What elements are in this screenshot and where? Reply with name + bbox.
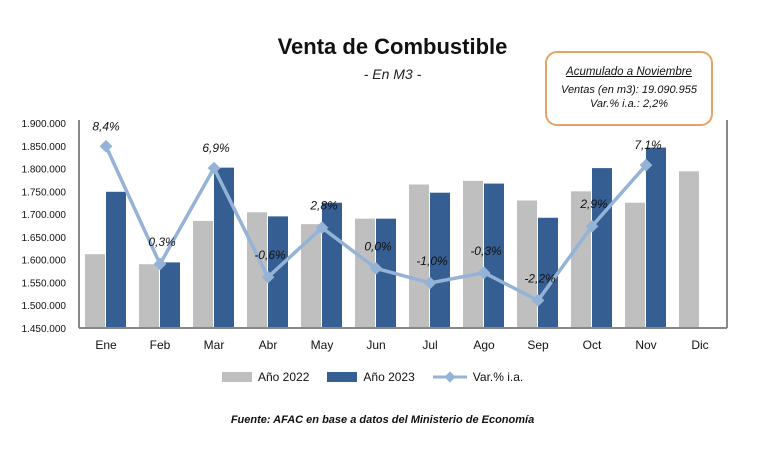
var-marker [315, 221, 329, 235]
y-tick-label: 1.850.000 [22, 142, 67, 153]
var-data-label: -0,3% [470, 244, 502, 258]
x-tick-label: Mar [204, 338, 225, 352]
var-data-label: 2,8% [309, 199, 338, 213]
bar-2022 [409, 184, 429, 328]
legend-swatch [222, 372, 252, 382]
bar-2023 [322, 202, 342, 328]
x-tick-label: Jul [422, 338, 437, 352]
bar-2022 [571, 191, 591, 328]
y-tick-label: 1.500.000 [22, 301, 67, 312]
bar-2023 [376, 218, 396, 328]
y-tick-label: 1.550.000 [22, 278, 67, 289]
summary-box: Acumulado a Noviembre Ventas (en m3): 19… [545, 51, 713, 126]
y-tick-label: 1.900.000 [22, 119, 67, 130]
var-data-label: 2,9% [579, 197, 608, 211]
x-tick-label: Oct [583, 338, 602, 352]
legend-item-2022: Año 2022 [222, 370, 309, 384]
x-tick-label: Dic [691, 338, 708, 352]
legend-label: Año 2023 [363, 370, 415, 384]
legend-label: Año 2022 [258, 370, 310, 384]
x-tick-label: Ene [95, 338, 117, 352]
x-tick-label: Ago [473, 338, 495, 352]
x-tick-label: Nov [635, 338, 656, 352]
chart-subtitle: - En M3 - [363, 66, 422, 82]
var-marker [153, 257, 167, 271]
y-tick-label: 1.450.000 [22, 324, 67, 335]
var-data-label: 0,0% [364, 239, 392, 253]
bar-2023 [430, 192, 450, 328]
bar-2023 [268, 216, 288, 328]
chart-title: Venta de Combustible [277, 34, 508, 59]
bar-2023 [214, 167, 234, 328]
x-tick-label: Jun [366, 338, 385, 352]
x-tick-label: Sep [527, 338, 549, 352]
var-marker [99, 139, 113, 153]
var-data-label: 7,1% [634, 138, 662, 152]
var-data-label: -2,2% [524, 271, 556, 285]
bar-2023 [592, 168, 612, 328]
x-tick-label: May [311, 338, 334, 352]
var-marker [369, 262, 383, 275]
x-tick-label: Abr [259, 338, 278, 352]
legend-label: Var.% i.a. [472, 370, 524, 384]
summary-var: Var.% i.a.: 2,2% [589, 98, 669, 110]
var-data-label: 6,9% [202, 141, 230, 155]
var-marker [477, 266, 491, 280]
bar-2022 [517, 200, 537, 328]
legend-swatch [327, 372, 358, 382]
var-data-label: -0,6% [254, 248, 286, 262]
var-marker [423, 276, 437, 290]
var-data-label: -1,0% [416, 254, 448, 268]
var-marker [207, 161, 221, 175]
var-marker [261, 270, 275, 284]
var-data-label: 8,4% [92, 119, 120, 133]
summary-heading: Acumulado a Noviembre [566, 66, 692, 78]
bar-2022 [463, 180, 483, 328]
legend-item-var: Var.% i.a. [432, 370, 524, 384]
bar-2022 [625, 202, 645, 328]
var-data-label: 0,3% [148, 235, 176, 249]
bar-2022 [85, 254, 105, 328]
bar-2022 [301, 224, 321, 328]
bar-2022 [193, 220, 213, 328]
y-tick-label: 1.700.000 [22, 210, 67, 221]
y-tick-label: 1.800.000 [22, 165, 67, 176]
y-tick-label: 1.600.000 [22, 256, 67, 267]
bar-2022 [139, 264, 159, 328]
legend-item-2023: Año 2023 [327, 370, 415, 384]
bar-2023 [484, 183, 504, 328]
bar-2022 [679, 171, 699, 328]
y-tick-label: 1.750.000 [22, 187, 67, 198]
y-tick-label: 1.650.000 [22, 233, 67, 244]
bar-2023 [646, 147, 666, 328]
bar-2022 [355, 218, 375, 328]
bar-2023 [106, 191, 126, 328]
legend-line-icon [432, 371, 467, 383]
legend: Año 2022 Año 2023 Var.% i.a. [222, 370, 523, 384]
x-tick-label: Feb [150, 338, 171, 352]
summary-sales: Ventas (en m3): 19.090.955 [561, 84, 697, 96]
bar-2023 [160, 262, 180, 328]
source-note: Fuente: AFAC en base a datos del Ministe… [230, 414, 535, 426]
